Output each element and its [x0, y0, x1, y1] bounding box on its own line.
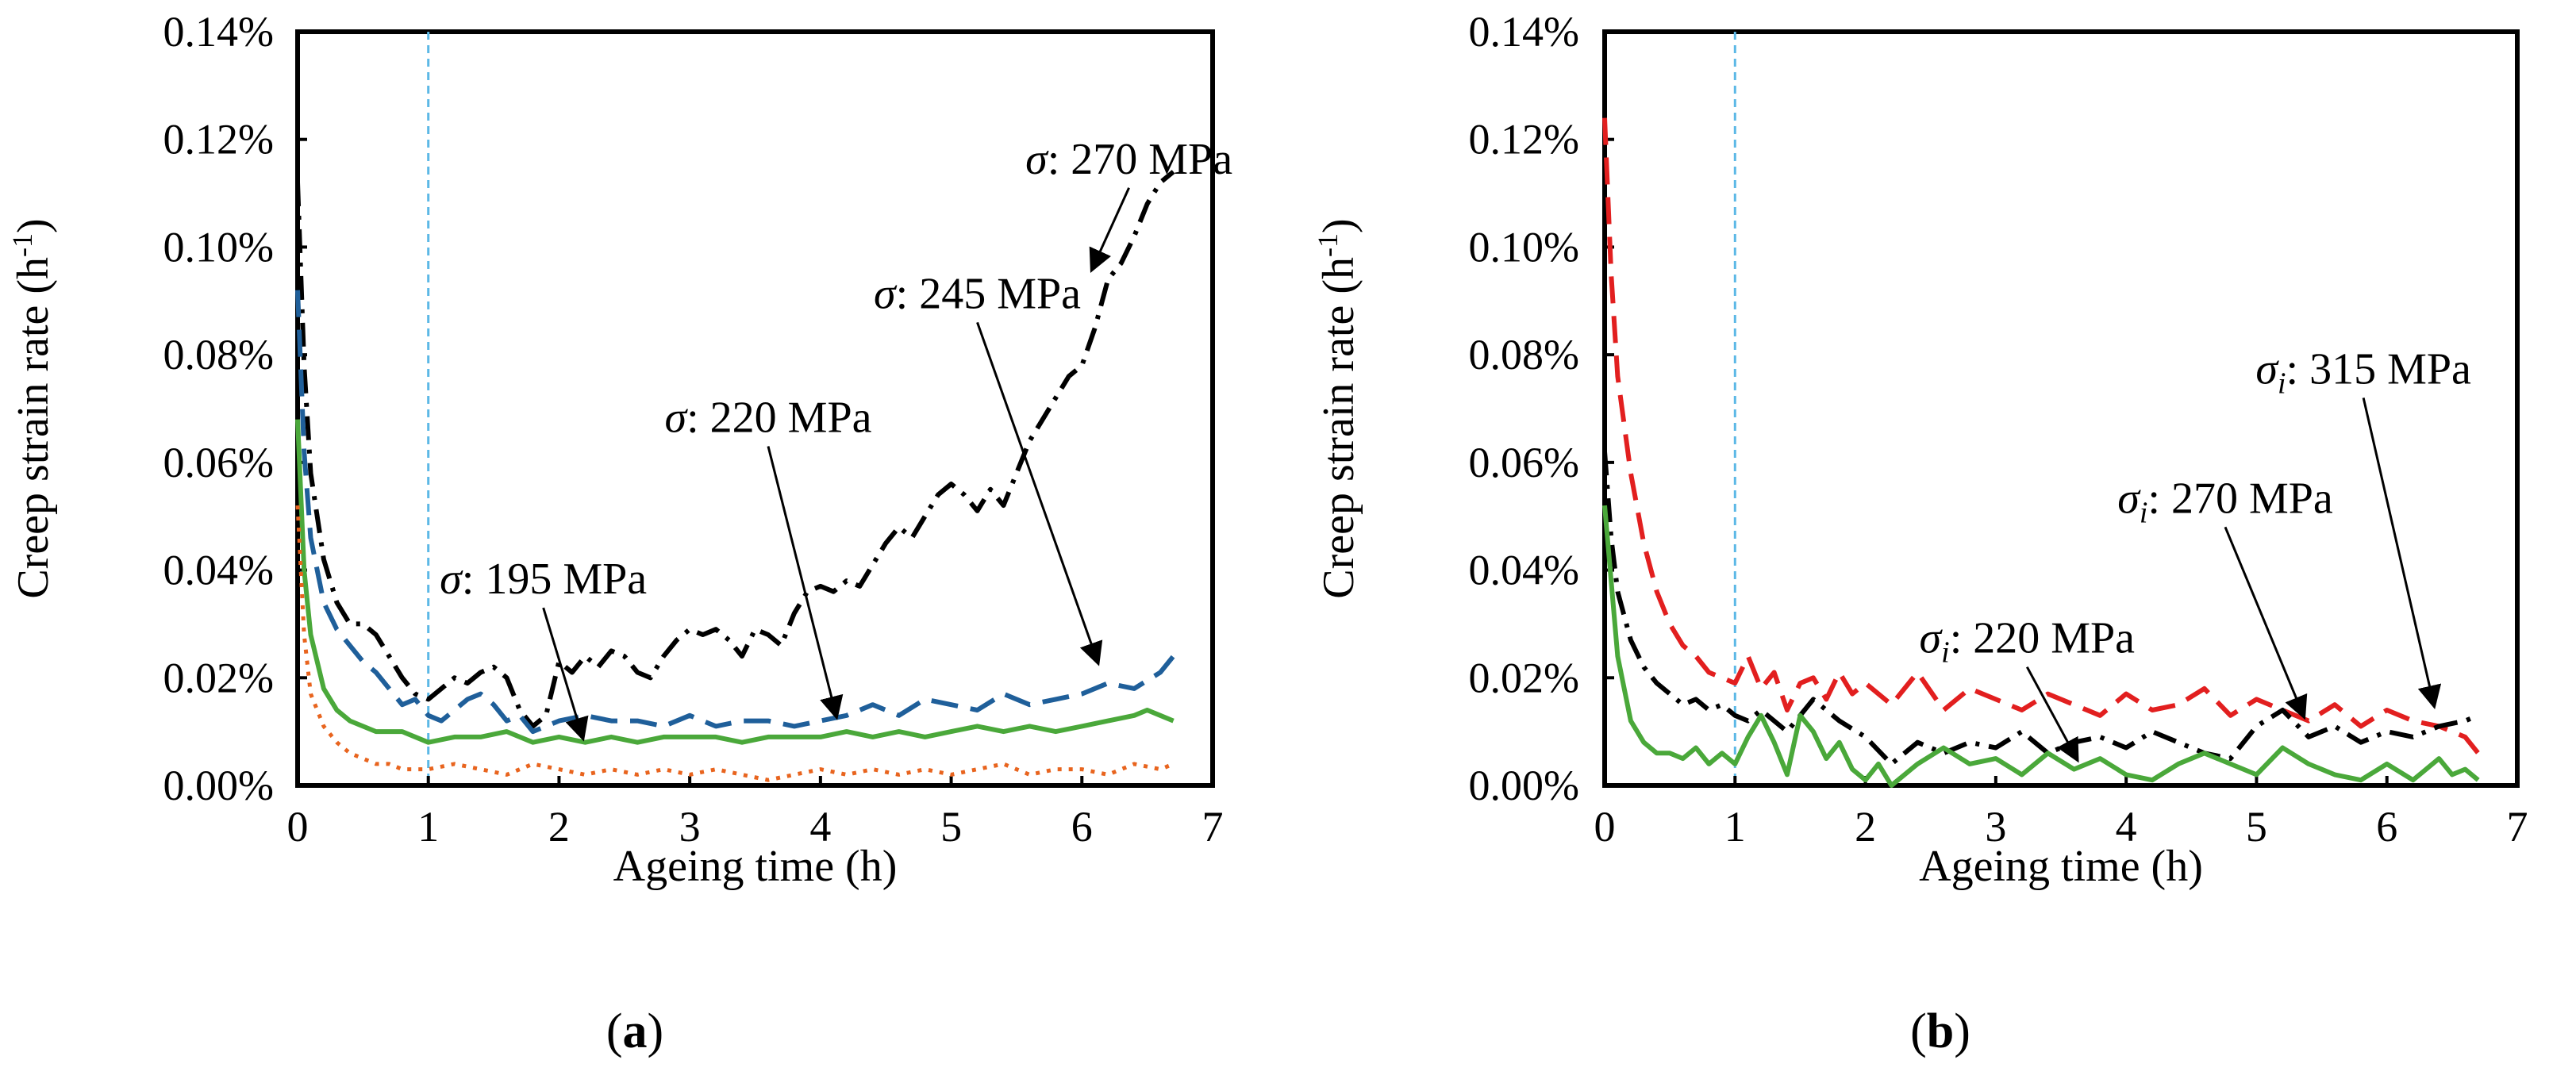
series-line [295, 170, 1175, 729]
series-line [1602, 505, 2480, 788]
x-tick-label: 6 [1071, 803, 1093, 851]
y-tick-label: 0.08% [163, 331, 274, 378]
annotation-label: σ: 245 MPa [874, 269, 1081, 318]
y-tick-label: 0.02% [163, 654, 274, 701]
x-tick-label: 6 [2376, 803, 2397, 851]
y-tick-label: 0.14% [163, 8, 274, 56]
x-tick-label: 0 [287, 803, 309, 851]
x-tick-label: 5 [940, 803, 962, 851]
x-tick-label: 1 [1724, 803, 1746, 851]
y-axis-title: Creep strain rate (h-1) [1312, 218, 1363, 598]
x-tick-label: 3 [1985, 803, 2006, 851]
panel-b: 0.00% 0.02% 0.04% 0.06% 0.08% 0.10% 0.12% 0.14%… [1312, 8, 2528, 1058]
y-tick-label: 0.10% [163, 223, 274, 271]
annotation-arrow [976, 321, 1103, 666]
annotation-label: σ: 220 MPa [664, 394, 871, 443]
x-tick-label: 2 [548, 803, 570, 851]
panel-a: 0.00% 0.02% 0.04% 0.06% 0.08% 0.10% 0.12% 0.14%… [6, 8, 1232, 1058]
annotation-arrow [2362, 397, 2442, 710]
x-tick-label: 2 [1855, 803, 1876, 851]
series-line [295, 290, 1175, 735]
y-axis-title: Creep strain rate (h-1) [6, 218, 58, 598]
y-tick-label: 0.10% [1469, 223, 1579, 271]
annotation-label: σi: 270 MPa [2117, 474, 2333, 529]
y-tick-label: 0.08% [1469, 331, 1579, 378]
annotation-arrow [542, 607, 589, 742]
x-tick-label: 7 [1202, 803, 1224, 851]
series-line [295, 505, 1175, 782]
annotation-label: σ: 270 MPa [1025, 135, 1232, 184]
annotation-label: σi: 315 MPa [2255, 344, 2471, 400]
annotation-arrow [767, 446, 844, 720]
y-tick-label: 0.00% [1469, 762, 1579, 809]
x-axis-title: Ageing time (h) [1919, 842, 2203, 891]
y-tick-label: 0.06% [163, 439, 274, 486]
x-tick-label: 3 [679, 803, 701, 851]
annotation-label: σi: 220 MPa [1920, 614, 2136, 670]
y-tick-label: 0.06% [1469, 439, 1579, 486]
x-tick-label: 4 [2116, 803, 2137, 851]
annotation-arrow [1089, 187, 1130, 274]
y-tick-label: 0.12% [163, 116, 274, 163]
plot-frame [1602, 29, 2520, 788]
annotation-label: σ: 195 MPa [440, 555, 647, 604]
y-tick-label: 0.02% [1469, 654, 1579, 701]
panel-caption: (a) [606, 1004, 663, 1058]
x-tick-label: 0 [1594, 803, 1616, 851]
x-tick-label: 5 [2246, 803, 2267, 851]
y-tick-label: 0.14% [1469, 8, 1579, 56]
x-tick-label: 4 [809, 803, 831, 851]
y-tick-label: 0.04% [163, 547, 274, 594]
x-axis-title: Ageing time (h) [613, 842, 898, 891]
y-tick-label: 0.04% [1469, 547, 1579, 594]
x-tick-label: 1 [417, 803, 439, 851]
annotation-arrow [2025, 666, 2079, 763]
series-line [1602, 451, 2479, 766]
y-tick-label: 0.12% [1469, 116, 1579, 163]
x-tick-label: 7 [2507, 803, 2528, 851]
y-tick-label: 0.00% [163, 762, 274, 809]
annotation-arrow [2224, 526, 2308, 720]
panel-caption: (b) [1910, 1004, 1970, 1058]
series-line [295, 419, 1175, 745]
plot-frame [295, 29, 1215, 788]
